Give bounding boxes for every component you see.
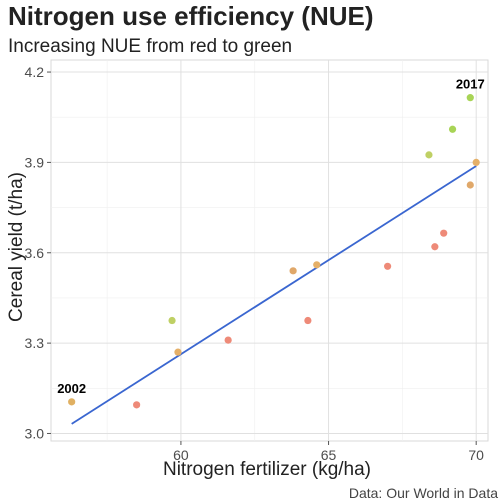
y-tick-label: 3.6 [25, 245, 45, 261]
scatter-point [466, 94, 474, 102]
scatter-point [304, 316, 312, 325]
x-axis-title: Nitrogen fertilizer (kg/ha) [163, 459, 371, 480]
scatter-point [224, 336, 232, 344]
x-tick-label: 60 [173, 447, 189, 463]
point-labels: 2002 2017 [57, 77, 485, 396]
y-axis-ticks: 3.0 3.3 3.6 3.9 4.2 [25, 64, 51, 441]
x-axis-ticks: 60 65 70 [173, 441, 484, 463]
scatter-point [466, 181, 474, 189]
y-tick-label: 3.3 [25, 335, 45, 351]
scatter-point [440, 229, 448, 237]
data-points [68, 94, 480, 409]
scatter-point [68, 398, 76, 406]
scatter-point [168, 316, 176, 325]
scatter-point [384, 262, 392, 270]
chart-subtitle: Increasing NUE from red to green [8, 36, 293, 57]
scatter-point [133, 401, 141, 409]
scatter-point [431, 243, 439, 251]
point-year-label: 2002 [57, 381, 86, 396]
y-tick-label: 3.0 [25, 425, 45, 441]
x-tick-label: 65 [321, 447, 337, 463]
x-tick-label: 70 [468, 447, 484, 463]
y-tick-label: 4.2 [25, 64, 45, 80]
grid [50, 59, 489, 442]
scatter-point [425, 151, 433, 159]
scatter-point [289, 267, 297, 275]
trend-line-group [71, 165, 477, 425]
chart-title: Nitrogen use efficiency (NUE) [8, 1, 374, 31]
scatter-point [448, 125, 457, 133]
y-axis-title: Cereal yield (t/ha) [6, 172, 27, 322]
scatter-point [313, 261, 321, 269]
trend-line [71, 165, 477, 425]
panel-border [50, 59, 489, 442]
scatter-point [472, 158, 480, 167]
y-tick-label: 3.9 [25, 154, 45, 170]
data-source-caption: Data: Our World in Data [348, 485, 498, 501]
scatter-point [174, 348, 182, 356]
point-year-label: 2017 [456, 77, 485, 92]
